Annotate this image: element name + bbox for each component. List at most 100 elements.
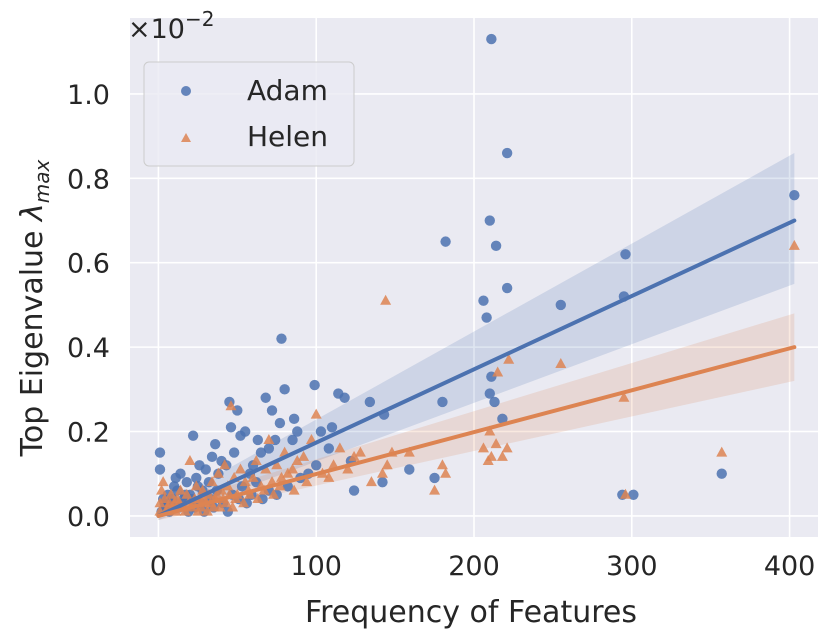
point-helen [716,446,728,457]
point-adam [478,295,489,306]
x-tick-label: 400 [764,551,816,582]
point-adam [191,472,202,484]
point-adam [252,434,264,446]
point-adam [440,236,451,247]
point-helen [165,488,177,499]
point-adam [490,240,502,252]
y-tick-labels: 0.0 0.2 0.4 0.6 0.8 1.0 [67,80,110,533]
point-helen [275,471,287,482]
point-helen [282,467,294,478]
point-helen [225,400,237,411]
point-adam [404,464,415,475]
point-adam [235,430,246,441]
y-tick-label: 0.8 [67,164,110,195]
point-helen [501,442,513,453]
x-tick-labels: 0 100 200 300 400 [150,551,816,582]
point-adam [501,282,513,294]
legend-label-adam: Adam [247,74,328,107]
point-adam [315,426,327,437]
point-helen [214,501,226,512]
legend-marker-adam [181,86,191,96]
x-tick-label: 200 [448,551,500,582]
legend-marker-helen [181,133,191,142]
point-helen [154,497,166,508]
point-helen [788,239,800,250]
point-adam [228,447,240,458]
point-helen [181,488,193,499]
point-adam [481,312,492,323]
point-helen [230,493,242,504]
legend-label-helen: Helen [247,120,328,153]
point-helen [365,476,377,487]
point-helen [429,484,441,495]
point-adam [489,396,500,408]
point-helen [440,467,452,478]
point-adam [255,447,267,458]
point-adam [225,422,237,433]
point-helen [380,294,392,305]
point-helen [376,467,388,478]
point-helen [291,455,303,466]
point-adam [437,396,448,408]
y-offset-label: ×10−2 [128,7,214,45]
point-helen [436,459,448,470]
point-adam [789,190,800,201]
point-helen [342,463,354,474]
point-helen [323,471,335,482]
point-helen [190,480,202,491]
legend-box [143,61,355,167]
point-helen [220,497,232,508]
point-helen [216,484,228,495]
point-helen [490,438,502,449]
point-adam [484,388,495,399]
point-adam [276,333,287,344]
point-helen [477,442,489,453]
point-adam [364,396,376,408]
point-helen [288,484,300,495]
point-helen [174,484,186,495]
point-adam [497,413,508,425]
point-helen [619,488,631,499]
point-helen [156,484,168,495]
point-adam [210,438,221,450]
point-helen [484,425,496,436]
point-helen [310,408,322,419]
point-adam [194,460,205,471]
point-helen [492,366,504,377]
point-adam [287,434,298,446]
point-helen [234,463,246,474]
point-helen [403,446,415,457]
point-adam [716,468,727,479]
point-adam [628,489,639,501]
point-helen [268,488,280,499]
point-adam [279,384,290,395]
point-adam [274,417,286,429]
point-helen [260,463,272,474]
point-adam [555,299,566,311]
point-helen [555,358,567,368]
point-adam [170,472,181,484]
point-helen [298,450,310,461]
point-helen [211,488,223,499]
x-axis-title: Frequency of Features [305,595,637,630]
point-helen [239,476,251,487]
point-adam [326,422,338,433]
point-adam [292,426,303,437]
y-tick-label: 0.2 [67,418,110,449]
point-helen [503,353,515,364]
point-helen [206,476,218,487]
y-axis-title: Top Eigenvalue λmax [15,159,54,457]
point-adam [154,447,166,458]
y-tick-label: 0.6 [67,249,110,280]
point-helen [263,433,275,444]
point-adam [266,405,278,416]
y-tick-label: 1.0 [67,80,110,111]
point-adam [260,392,271,403]
point-adam [288,413,300,425]
point-adam [181,476,193,488]
point-helen [618,391,630,402]
point-helen [334,442,346,453]
point-helen [159,493,171,504]
point-adam [486,33,497,45]
point-helen [496,450,508,461]
